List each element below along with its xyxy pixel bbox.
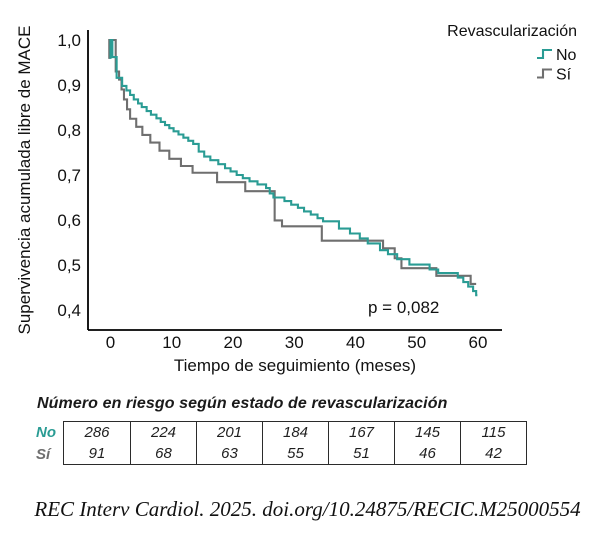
risk-table-column: 286 91 <box>64 422 130 464</box>
y-axis-title: Supervivencia acumulada libre de MACE <box>15 26 34 335</box>
curve-sí <box>108 38 477 285</box>
legend-items: No Sí <box>537 47 577 84</box>
y-tick-label: 0,6 <box>57 211 81 230</box>
curve-no <box>109 38 478 297</box>
x-tick-label: 20 <box>224 333 243 352</box>
x-tick-label: 10 <box>162 333 181 352</box>
risk-value-no: 286 <box>84 424 110 441</box>
y-axis-tick-labels: 1,0 0,9 0,8 0,7 0,6 0,5 0,4 <box>57 31 81 320</box>
x-tick-label: 0 <box>106 333 115 352</box>
risk-table-row-labels: No Sí <box>36 422 62 466</box>
x-tick-label: 50 <box>407 333 426 352</box>
risk-table-column: 145 46 <box>394 422 460 464</box>
y-tick-label: 0,8 <box>57 121 81 140</box>
risk-table-column: 224 68 <box>130 422 196 464</box>
x-tick-label: 30 <box>285 333 304 352</box>
x-tick-label: 40 <box>346 333 365 352</box>
risk-value-sí: 46 <box>419 444 436 462</box>
risk-value-sí: 55 <box>287 444 304 462</box>
km-survival-chart: 1,0 0,9 0,8 0,7 0,6 0,5 0,4 0 10 20 30 40 50 60 Supe… <box>15 23 577 375</box>
risk-value-sí: 68 <box>155 444 172 462</box>
risk-row-label-sí: Sí <box>36 446 51 463</box>
x-axis-tick-labels: 0 10 20 30 40 50 60 <box>106 333 488 352</box>
risk-value-no: 184 <box>282 424 309 441</box>
risk-value-sí: 42 <box>485 444 502 462</box>
legend: Revascularización No Sí <box>447 23 577 84</box>
y-tick-label: 0,4 <box>57 301 81 320</box>
legend-label-sí: Sí <box>556 67 572 84</box>
risk-table-title: Número en riesgo según estado de revascu… <box>37 395 448 412</box>
risk-value-sí: 51 <box>353 444 370 462</box>
citation: REC Interv Cardiol. 2025. doi.org/10.248… <box>34 497 581 521</box>
risk-table-column: 115 42 <box>460 422 526 464</box>
y-tick-label: 0,7 <box>57 166 81 185</box>
risk-row-label-no: No <box>36 424 56 441</box>
x-axis-title: Tiempo de seguimiento (meses) <box>174 356 416 375</box>
risk-table-column: 184 55 <box>262 422 328 464</box>
risk-value-no: 224 <box>150 424 177 441</box>
legend-title: Revascularización <box>447 23 577 40</box>
p-value-annotation: p = 0,082 <box>368 298 439 317</box>
survival-curves <box>108 38 478 297</box>
y-tick-label: 0,5 <box>57 256 81 275</box>
risk-value-no: 201 <box>216 424 243 441</box>
risk-value-no: 145 <box>414 424 441 441</box>
risk-value-sí: 91 <box>88 444 106 462</box>
legend-marker-sí-icon <box>537 68 552 79</box>
y-tick-label: 0,9 <box>57 76 81 95</box>
legend-label-no: No <box>556 47 577 64</box>
risk-value-sí: 63 <box>221 444 238 462</box>
risk-table: 286 91 224 68 201 63 184 55 167 51 145 46 115 42 <box>63 421 527 465</box>
risk-table-column: 167 51 <box>328 422 394 464</box>
risk-value-no: 115 <box>481 424 506 441</box>
x-tick-label: 60 <box>469 333 488 352</box>
axes <box>87 30 502 331</box>
risk-table-column: 201 63 <box>196 422 262 464</box>
y-tick-label: 1,0 <box>57 31 81 50</box>
risk-value-no: 167 <box>348 424 375 441</box>
legend-marker-no-icon <box>537 48 552 60</box>
